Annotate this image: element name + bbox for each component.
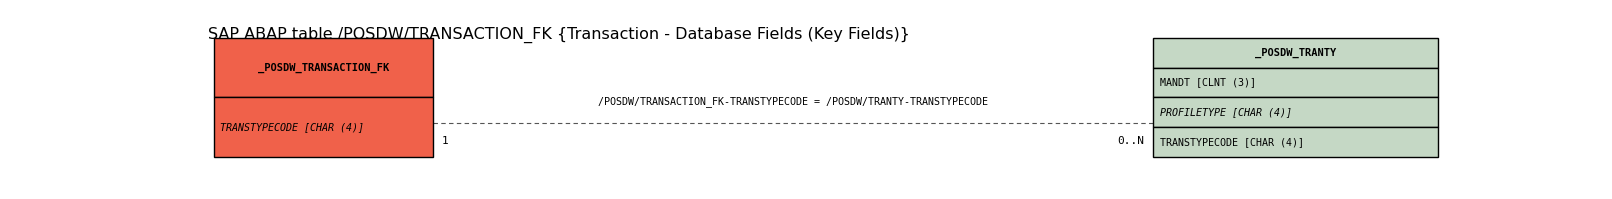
Text: 1: 1 [442,136,448,146]
Text: MANDT [CLNT (3)]: MANDT [CLNT (3)] [1159,77,1256,88]
Bar [1154,98,1438,127]
Bar [1154,67,1438,98]
Bar [214,38,432,98]
Bar [214,98,432,157]
Text: /POSDW/TRANSACTION_FK-TRANSTYPECODE = /POSDW/TRANTY-TRANSTYPECODE: /POSDW/TRANSACTION_FK-TRANSTYPECODE = /P… [598,97,988,107]
Bar [1154,127,1438,157]
Bar [1154,38,1438,67]
Text: TRANSTYPECODE [CHAR (4)]: TRANSTYPECODE [CHAR (4)] [221,122,364,132]
Text: PROFILETYPE [CHAR (4)]: PROFILETYPE [CHAR (4)] [1159,107,1291,117]
Text: _POSDW_TRANTY: _POSDW_TRANTY [1256,48,1336,58]
Text: 0..N: 0..N [1117,136,1145,146]
Text: SAP ABAP table /POSDW/TRANSACTION_FK {Transaction - Database Fields (Key Fields): SAP ABAP table /POSDW/TRANSACTION_FK {Tr… [208,27,909,43]
Text: _POSDW_TRANSACTION_FK: _POSDW_TRANSACTION_FK [258,62,388,73]
Text: TRANSTYPECODE [CHAR (4)]: TRANSTYPECODE [CHAR (4)] [1159,137,1304,147]
